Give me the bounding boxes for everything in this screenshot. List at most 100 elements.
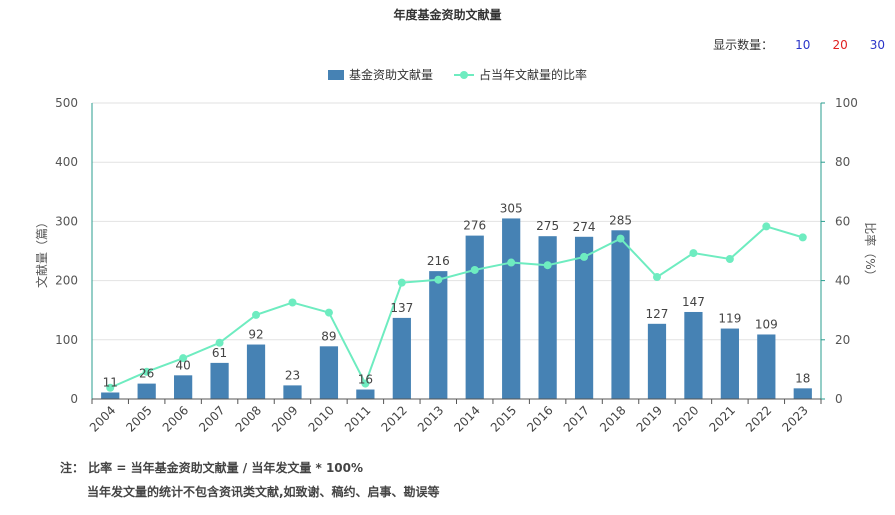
- display-count-label: 显示数量：: [713, 38, 774, 52]
- bar[interactable]: [356, 389, 375, 399]
- y-tick-right-label: 0: [835, 392, 843, 406]
- legend-line-swatch-dot[interactable]: [460, 71, 468, 79]
- bar[interactable]: [137, 383, 156, 399]
- x-tick-label: 2005: [123, 403, 154, 434]
- x-tick-label: 2019: [634, 403, 665, 434]
- display-count-selector: 显示数量： 10 20 30: [713, 36, 885, 53]
- bar-value-label: 305: [500, 201, 523, 215]
- display-count-option-10[interactable]: 10: [795, 37, 811, 52]
- bar-value-label: 18: [795, 371, 810, 385]
- bar-value-label: 40: [175, 358, 190, 372]
- bar[interactable]: [757, 334, 776, 399]
- bar[interactable]: [502, 218, 521, 399]
- bar[interactable]: [210, 362, 229, 399]
- bar[interactable]: [793, 388, 812, 399]
- chart-title: 年度基金资助文献量: [393, 8, 502, 22]
- ratio-point[interactable]: [543, 261, 552, 270]
- y-tick-right-label: 20: [835, 333, 850, 347]
- bar-value-label: 92: [248, 328, 263, 342]
- ratio-point[interactable]: [252, 310, 261, 319]
- bar[interactable]: [174, 375, 193, 399]
- display-count-option-30[interactable]: 30: [869, 37, 885, 52]
- x-tick-label: 2020: [670, 403, 701, 434]
- x-tick-label: 2021: [706, 403, 737, 434]
- ratio-point[interactable]: [324, 308, 333, 317]
- bar-value-label: 274: [573, 220, 596, 234]
- bar[interactable]: [392, 317, 411, 399]
- bar[interactable]: [465, 235, 484, 399]
- ratio-point[interactable]: [689, 249, 698, 258]
- ratio-point[interactable]: [798, 233, 807, 242]
- ratio-point[interactable]: [361, 379, 370, 388]
- ratio-point[interactable]: [142, 367, 151, 376]
- x-tick-label: 2018: [597, 403, 628, 434]
- y-tick-right-label: 80: [835, 155, 850, 169]
- bar-value-label: 26: [139, 367, 154, 381]
- bar-value-label: 276: [463, 219, 486, 233]
- bar-value-label: 216: [427, 254, 450, 268]
- bar[interactable]: [246, 344, 266, 399]
- y-tick-left-label: 200: [55, 274, 78, 288]
- bar[interactable]: [611, 230, 630, 399]
- ratio-point[interactable]: [179, 354, 188, 363]
- legend-bar-label[interactable]: 基金资助文献量: [349, 67, 433, 82]
- x-tick-label: 2011: [342, 403, 373, 434]
- x-tick-label: 2015: [488, 403, 519, 434]
- y-tick-right-label: 60: [835, 214, 850, 228]
- bar-value-label: 11: [103, 375, 118, 389]
- y-tick-left-label: 0: [70, 392, 78, 406]
- x-tick-label: 2014: [451, 403, 482, 434]
- ratio-point[interactable]: [616, 234, 625, 243]
- bar-value-label: 109: [755, 317, 778, 331]
- bar-value-label: 61: [212, 346, 227, 360]
- line-layer: [106, 222, 807, 392]
- x-tick-label: 2008: [233, 403, 264, 434]
- bar-value-label: 23: [285, 368, 300, 382]
- ratio-point[interactable]: [434, 275, 443, 284]
- ratio-point[interactable]: [470, 265, 479, 274]
- ratio-point[interactable]: [652, 273, 661, 282]
- grid-layer: [92, 102, 821, 341]
- ratio-point[interactable]: [397, 278, 406, 287]
- ratio-point[interactable]: [725, 254, 734, 263]
- legend: 基金资助文献量 占当年文献量的比率: [328, 67, 587, 82]
- bar[interactable]: [538, 236, 557, 399]
- y-tick-left-label: 500: [55, 96, 78, 110]
- y-tick-right-label: 100: [835, 96, 858, 110]
- x-tick-label: 2007: [196, 403, 227, 434]
- bar-value-label: 147: [682, 295, 705, 309]
- ratio-point[interactable]: [215, 338, 224, 347]
- bar[interactable]: [429, 271, 448, 399]
- x-tick-label: 2012: [378, 403, 409, 434]
- ratio-point[interactable]: [507, 258, 516, 267]
- legend-bar-swatch[interactable]: [328, 70, 344, 80]
- bar-value-label: 285: [609, 213, 632, 227]
- bar[interactable]: [319, 346, 339, 399]
- bar[interactable]: [684, 311, 703, 399]
- x-tick-label: 2004: [87, 403, 118, 434]
- y-tick-left-label: 100: [55, 333, 78, 347]
- x-tick-label: 2009: [269, 403, 300, 434]
- bar-value-label: 275: [536, 219, 559, 233]
- bar-value-label: 16: [358, 373, 373, 387]
- ratio-point[interactable]: [762, 222, 771, 231]
- bar-value-label: 119: [718, 312, 741, 326]
- display-count-option-20[interactable]: 20: [832, 37, 848, 52]
- bar[interactable]: [574, 236, 594, 399]
- legend-line-label[interactable]: 占当年文献量的比率: [479, 67, 587, 82]
- bar-value-label: 137: [390, 301, 413, 315]
- note-line-2: 当年发文量的统计不包含资讯类文献,如致谢、稿约、启事、勘误等: [87, 485, 440, 499]
- y-tick-right-label: 40: [835, 274, 850, 288]
- x-tick-label: 2010: [306, 403, 337, 434]
- y-tick-left-label: 300: [55, 214, 78, 228]
- ratio-line: [109, 225, 804, 389]
- ratio-point[interactable]: [106, 383, 115, 392]
- bar[interactable]: [283, 385, 302, 399]
- bar[interactable]: [720, 328, 739, 399]
- x-tick-label: 2016: [524, 403, 555, 434]
- ratio-point[interactable]: [288, 298, 297, 307]
- ratio-point[interactable]: [580, 252, 589, 261]
- bar[interactable]: [647, 323, 667, 399]
- bar[interactable]: [101, 392, 120, 399]
